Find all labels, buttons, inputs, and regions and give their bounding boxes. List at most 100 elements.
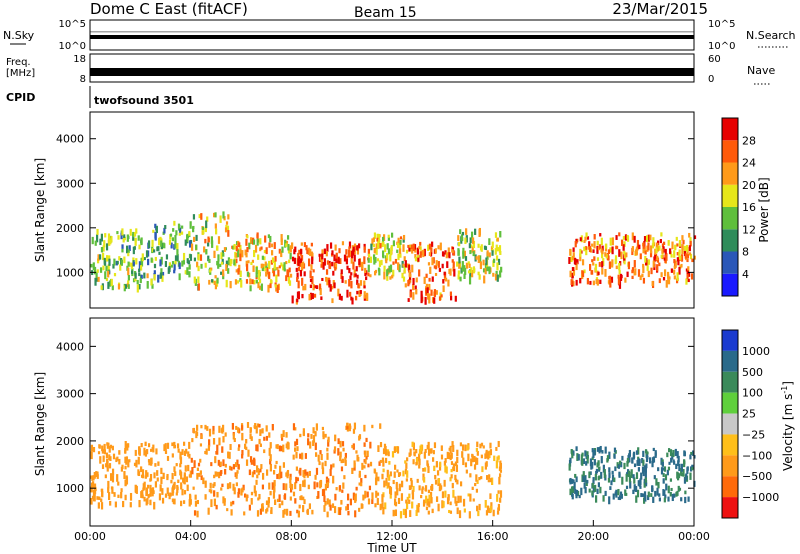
power-echo-cell [303,271,306,277]
velocity-echo-cell [451,441,454,448]
power-echo-cell [274,255,277,262]
power-ytick-label: 1000 [56,266,84,279]
velocity-echo-cell [354,510,357,518]
velocity-echo-cell [397,497,401,504]
velocity-echo-cell [411,490,414,495]
velocity-echo-cell [598,447,601,454]
velocity-echo-cell [344,452,347,459]
velocity-echo-cell [451,482,454,489]
velocity-echo-cell [200,424,203,429]
power-echo-cell [189,254,193,261]
velocity-echo-cell [253,469,256,475]
velocity-echo-cell [456,449,459,457]
velocity-echo-cell [346,426,349,430]
power-echo-cell [649,251,653,258]
velocity-echo-cell [256,474,259,479]
power-echo-cell [676,272,679,280]
power-echo-cell [314,285,317,289]
velocity-echo-cell [645,454,649,463]
power-echo-cell [383,265,386,272]
velocity-echo-cell [100,502,104,510]
velocity-echo-cell [663,497,666,503]
power-echo-cell [266,266,269,275]
power-echo-cell [209,269,212,273]
power-echo-cell [571,267,575,271]
power-echo-cell [431,276,434,282]
velocity-echo-cell [592,479,595,485]
velocity-echo-cell [193,510,197,516]
power-echo-cell [310,251,313,257]
power-echo-cell [642,277,646,284]
velocity-colorbar-swatch [722,434,738,456]
velocity-echo-cell [415,458,419,465]
power-echo-cell [661,243,665,248]
power-echo-cell [264,264,267,272]
power-echo-cell [299,258,303,266]
power-echo-cell [355,295,358,301]
velocity-echo-cell [265,469,269,476]
power-echo-cell [291,256,295,262]
velocity-echo-cell [229,482,232,489]
velocity-echo-cell [499,460,502,468]
velocity-echo-cell [629,480,632,489]
power-echo-cell [168,265,171,273]
velocity-echo-cell [667,466,671,471]
power-echo-cell [586,277,589,285]
velocity-echo-cell [157,461,160,466]
power-echo-cell [611,261,614,268]
velocity-echo-cell [691,467,694,471]
velocity-colorbar-swatch [722,476,738,498]
velocity-echo-cell [335,487,338,491]
power-echo-cell [403,265,406,274]
power-echo-cell [145,250,149,258]
velocity-echo-cell [105,452,109,459]
velocity-echo-cell [657,467,660,472]
velocity-echo-cell [202,477,205,485]
power-echo-cell [213,250,216,259]
velocity-echo-cell [103,443,106,452]
power-echo-cell [670,268,673,273]
power-echo-cell [127,284,130,289]
velocity-echo-cell [410,480,413,487]
power-echo-cell [402,234,406,240]
velocity-echo-cell [444,465,447,473]
velocity-echo-cell [332,475,335,484]
velocity-echo-cell [617,488,620,496]
velocity-echo-cell [643,481,646,488]
power-echo-cell [105,265,108,272]
velocity-echo-cell [269,463,272,472]
power-echo-cell [116,261,119,265]
power-echo-cell [222,269,225,277]
velocity-echo-cell [171,498,174,503]
velocity-echo-cell [375,490,378,498]
velocity-echo-cell [258,493,261,500]
power-echo-cell [219,263,222,268]
power-echo-cell [176,243,179,251]
power-echo-cell [650,267,653,275]
power-echo-cell [300,242,303,246]
velocity-echo-cell [197,462,201,467]
power-echo-cell [256,232,259,239]
power-echo-cell [463,273,466,279]
velocity-echo-cell [286,471,289,479]
power-echo-cell [423,276,426,284]
power-echo-cell [235,245,238,252]
power-echo-cell [680,263,683,268]
velocity-echo-cell [120,488,123,493]
velocity-echo-cell [591,456,594,461]
nsky-tick-bottom: 10^0 [59,41,86,52]
velocity-echo-cell [596,462,599,468]
velocity-echo-cell [363,442,366,447]
power-echo-cell [126,234,129,242]
velocity-echo-cell [90,451,93,460]
velocity-echo-cell [647,491,650,498]
velocity-echo-cell [294,447,297,452]
power-echo-cell [172,228,175,232]
velocity-echo-cell [367,498,371,505]
power-echo-cell [404,260,407,268]
power-echo-cell [427,292,430,300]
power-echo-cell [601,245,604,251]
power-echo-cell [433,265,436,269]
power-echo-cell [353,273,356,278]
power-echo-cell [151,248,155,252]
